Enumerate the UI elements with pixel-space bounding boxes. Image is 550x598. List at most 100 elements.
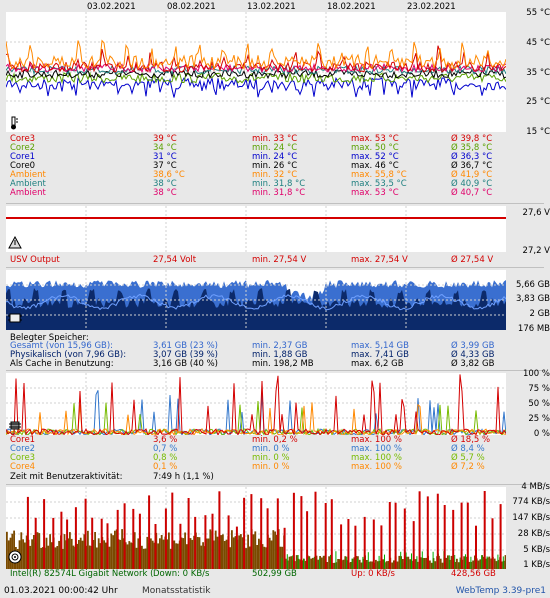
network-up-bar	[466, 502, 469, 569]
ups-name: USV Output	[10, 255, 60, 265]
network-down-bar	[432, 551, 434, 569]
legend-min: min. 33 °C	[252, 134, 298, 144]
network-up-bar	[235, 526, 238, 569]
network-down-bar	[312, 557, 314, 569]
activity-label: Zeit mit Benutzeraktivität:	[10, 472, 123, 482]
network-down-bar	[304, 560, 307, 569]
legend-max: max. 52 °C	[351, 152, 399, 162]
network-down-bar	[31, 539, 33, 569]
cpu-chip-icon	[8, 419, 22, 435]
legend-avg: Ø 41,9 °C	[451, 170, 493, 180]
legend-min: min. 0,2 %	[252, 435, 298, 445]
legend-cur: 38 °C	[153, 188, 177, 198]
network-down-bar	[468, 561, 471, 569]
network-down-bar	[112, 535, 114, 569]
network-down-bar	[240, 534, 242, 569]
network-down-bar	[463, 556, 465, 569]
date-label: 13.02.2021	[247, 2, 296, 12]
network-up-bar	[363, 516, 366, 569]
legend-avg: Ø 3,99 GB	[451, 341, 495, 351]
network-down-bar	[366, 560, 368, 569]
network-up-bar	[171, 492, 174, 569]
network-down-bar	[396, 561, 399, 569]
network-down-bar	[141, 545, 143, 569]
network-down-bar	[249, 546, 251, 569]
monthly-stats-link[interactable]: Monatsstatistik	[142, 586, 211, 596]
legend-cur: 0,1 %	[153, 462, 178, 472]
network-down-bar	[382, 559, 384, 569]
network-down-bar	[362, 556, 364, 569]
network-up-bar	[43, 499, 46, 569]
network-down-bar	[285, 558, 287, 569]
network-down-bar	[321, 557, 323, 569]
network-down-bar	[333, 562, 336, 569]
axis-label: 35 °C	[526, 68, 550, 78]
network-down-bar	[225, 539, 228, 569]
network-down-bar	[184, 532, 186, 569]
thermometer-icon	[8, 116, 20, 133]
axis-label: 27,6 V	[522, 208, 550, 218]
legend-name: Ambient	[10, 170, 46, 180]
network-down-bar	[160, 535, 163, 569]
network-up-bar	[34, 517, 37, 569]
axis-label: 0 %	[533, 429, 550, 439]
network-down-bar	[124, 542, 127, 569]
legend-max: max. 46 °C	[351, 161, 399, 171]
network-down-bar	[175, 543, 177, 569]
legend-name: Core0	[10, 161, 36, 171]
network-down-bar	[292, 555, 294, 569]
network-down-bar	[393, 560, 395, 569]
network-down-bar	[447, 555, 449, 569]
network-down-bar	[238, 535, 240, 569]
network-down-bar	[391, 562, 393, 569]
legend-cur: 0,8 %	[153, 453, 178, 463]
network-down-bar	[25, 535, 28, 569]
legend-name: Ambient	[10, 179, 46, 189]
network-plot	[6, 487, 506, 569]
network-down-bar	[54, 547, 57, 569]
legend-cur: 0,7 %	[153, 444, 178, 454]
memory-chart	[6, 270, 506, 330]
network-down-bar	[29, 545, 32, 569]
network-down-bar	[270, 540, 273, 569]
axis-label: 5,66 GB	[515, 280, 550, 290]
network-up-bar	[204, 515, 207, 569]
network-down-bar	[328, 556, 330, 569]
network-down-bar	[191, 539, 194, 569]
axis-label: 5 KB/s	[523, 545, 550, 555]
network-down-bar	[92, 540, 95, 569]
legend-max: max. 5,14 GB	[351, 341, 409, 351]
legend-avg: Ø 18,5 %	[451, 435, 491, 445]
network-down-bar	[13, 530, 15, 569]
network-down-bar	[288, 556, 291, 569]
network-down-bar	[216, 536, 219, 569]
memory-chip-icon	[8, 312, 22, 327]
network-up-bar	[116, 509, 119, 569]
legend-max: max. 100 %	[351, 453, 402, 463]
network-up-bar	[164, 508, 167, 569]
network-down-bar	[198, 537, 201, 569]
network-down-bar	[142, 548, 145, 569]
ups-min: min. 27,54 V	[252, 255, 307, 265]
network-up-bar	[380, 525, 383, 569]
network-down-bar	[126, 544, 129, 569]
network-down-bar	[398, 555, 401, 569]
warning-icon	[8, 235, 22, 252]
legend-avg: Ø 40,9 °C	[451, 179, 493, 189]
network-down-bar	[378, 555, 380, 569]
network-up-bar	[443, 505, 446, 569]
network-down-bar	[36, 532, 39, 569]
network-down-bar	[474, 555, 476, 569]
network-up-bar	[412, 521, 415, 569]
network-down-bar	[448, 555, 450, 569]
network-down-bar	[454, 555, 456, 569]
network-down-bar	[40, 547, 42, 569]
legend-avg: Ø 39,8 °C	[451, 134, 493, 144]
legend-cur: 3,07 GB (39 %)	[153, 350, 218, 360]
network-up-bar	[426, 496, 429, 569]
network-down-bar	[99, 543, 102, 569]
network-up-bar	[306, 511, 309, 569]
legend-min: min. 26 °C	[252, 161, 298, 171]
date-label: 18.02.2021	[327, 2, 376, 12]
network-down-bar	[214, 530, 217, 569]
